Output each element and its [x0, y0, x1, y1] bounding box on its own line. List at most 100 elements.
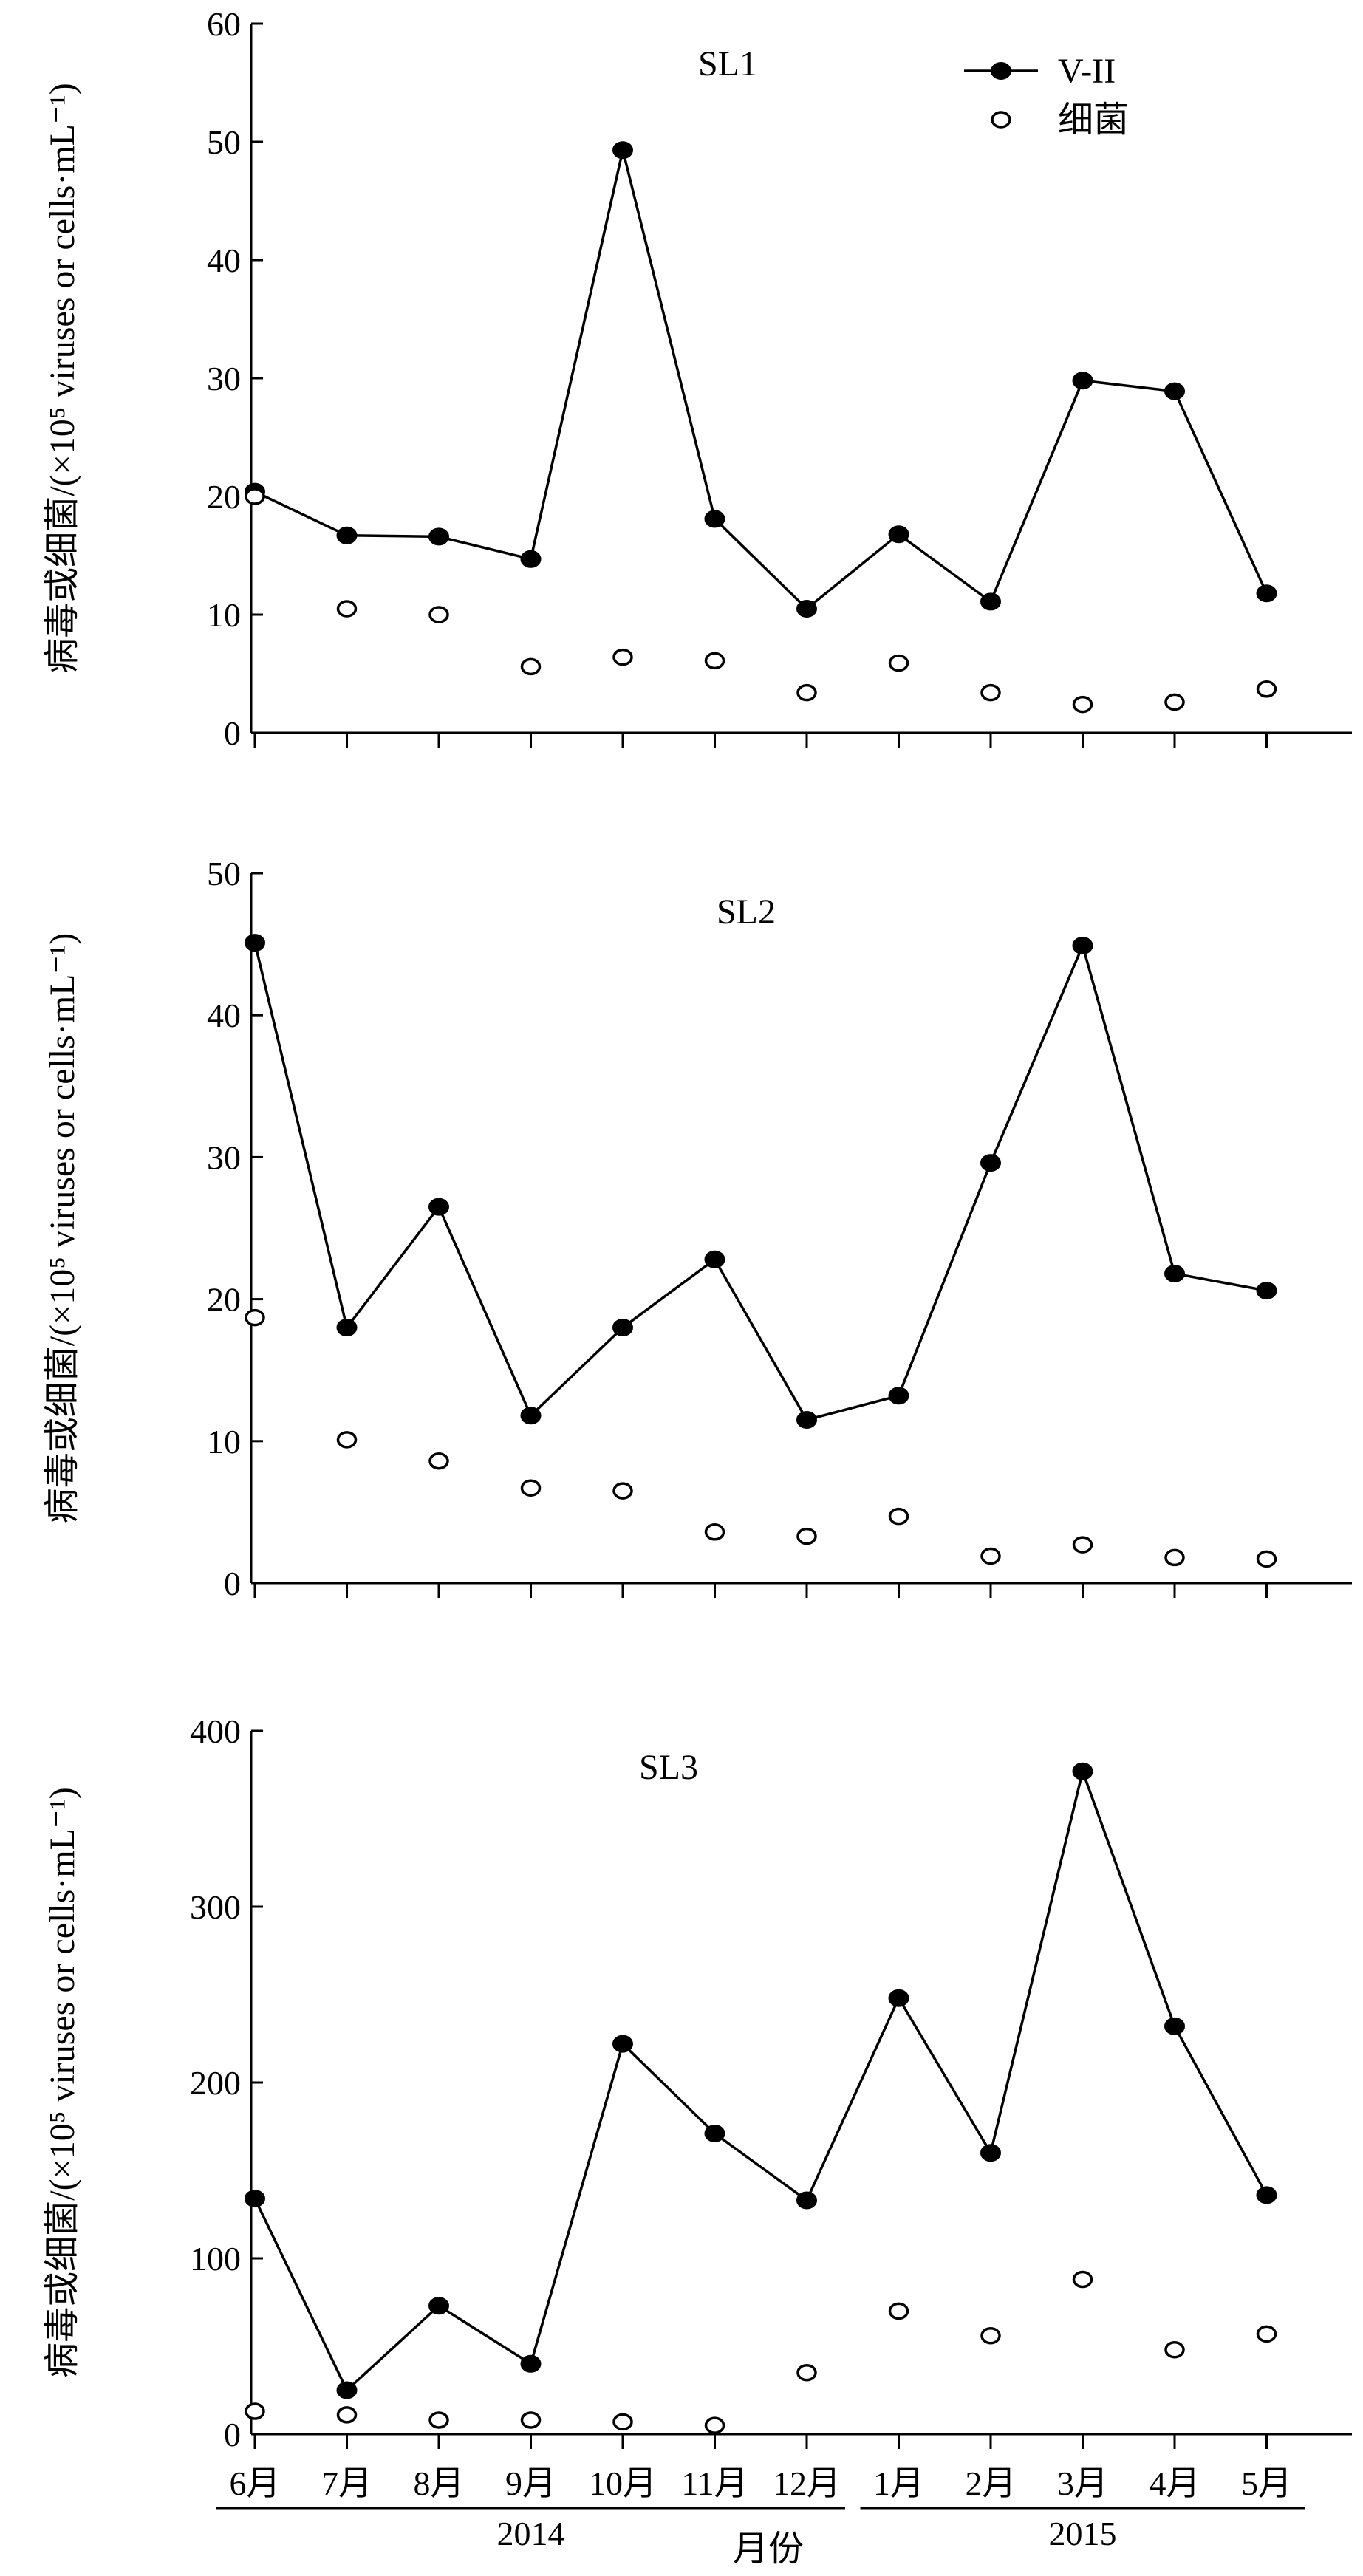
- data-point-bacteria: [1072, 2270, 1093, 2289]
- data-point-v-ii: [336, 526, 358, 544]
- data-point-bacteria: [704, 2416, 725, 2434]
- y-tick-label: 0: [224, 2416, 241, 2453]
- data-point-bacteria: [980, 1547, 1001, 1565]
- x-tick-label: 6月: [230, 2464, 281, 2502]
- data-point-bacteria: [1256, 2325, 1277, 2343]
- x-axis-label: 月份: [733, 2529, 804, 2569]
- y-tick-label: 0: [224, 714, 241, 752]
- y-tick-label: 30: [207, 1138, 241, 1176]
- data-point-bacteria: [520, 2411, 542, 2429]
- data-point-bacteria: [1164, 693, 1185, 711]
- data-point-bacteria: [520, 657, 542, 676]
- data-point-bacteria: [245, 2402, 265, 2420]
- data-point-v-ii: [704, 1250, 725, 1268]
- chart-panel-2: 0 10 20 30 40 50 病毒或细菌/(×10⁵ viruses or cells·…: [43, 855, 1352, 1602]
- data-point-bacteria: [428, 2411, 449, 2429]
- data-point-v-ii: [704, 510, 725, 528]
- data-point-v-ii: [1164, 2017, 1185, 2035]
- data-point-v-ii: [612, 1319, 633, 1337]
- data-point-v-ii: [888, 1989, 909, 2007]
- data-point-v-ii: [1256, 2186, 1277, 2204]
- data-point-v-ii: [336, 2381, 358, 2399]
- x-tick-label: 1月: [873, 2464, 924, 2502]
- series-line-v-ii: [253, 941, 1267, 1422]
- data-point-bacteria: [520, 1479, 542, 1497]
- chart-panel-3: 0 100 200 300 400 病毒或细菌/(×10⁵ viruses or cell…: [43, 1712, 1352, 2569]
- y-tick-label: 50: [207, 123, 241, 161]
- data-point-v-ii: [1164, 1265, 1185, 1283]
- data-point-v-ii: [980, 2144, 1001, 2162]
- y-tick-label: 20: [207, 1281, 241, 1319]
- x-tick-label: 12月: [773, 2464, 841, 2502]
- legend-marker-v-ii: [991, 62, 1011, 80]
- y-tick-label: 40: [207, 997, 241, 1034]
- data-point-v-ii: [1072, 937, 1093, 955]
- data-point-bacteria: [1164, 1548, 1185, 1567]
- x-tick-label: 3月: [1057, 2464, 1108, 2502]
- legend-marker-bacteria: [991, 111, 1011, 129]
- x-tick-label: 11月: [681, 2464, 748, 2502]
- x-tick-label: 4月: [1150, 2464, 1200, 2502]
- data-point-v-ii: [612, 2035, 633, 2053]
- data-point-v-ii: [980, 1154, 1001, 1172]
- data-point-v-ii: [336, 1319, 358, 1337]
- y-tick-label: 40: [207, 242, 241, 279]
- y-tick-label: 20: [207, 478, 241, 516]
- data-point-v-ii: [428, 527, 449, 546]
- data-point-v-ii: [612, 141, 633, 160]
- data-point-bacteria: [1072, 1536, 1093, 1554]
- data-point-bacteria: [336, 1431, 358, 1449]
- panel-title: SL1: [698, 44, 757, 83]
- data-point-v-ii: [1164, 382, 1185, 400]
- y-tick-label: 100: [190, 2240, 241, 2278]
- data-point-bacteria: [428, 606, 449, 623]
- data-point-v-ii: [428, 2297, 449, 2315]
- data-point-v-ii: [888, 1387, 909, 1405]
- y-tick-label: 30: [207, 360, 241, 397]
- y-tick-label: 50: [207, 855, 241, 892]
- data-point-bacteria: [612, 648, 633, 666]
- chart-panel-1: 0 10 20 30 40 50 60 病毒或细菌/(×10⁵ viruses or cell…: [43, 5, 1352, 752]
- series-line-v-ii: [253, 1766, 1268, 2393]
- data-point-v-ii: [520, 550, 542, 568]
- data-point-v-ii: [245, 934, 265, 952]
- data-point-bacteria: [704, 1523, 725, 1541]
- data-point-v-ii: [888, 525, 909, 544]
- data-point-v-ii: [520, 1407, 542, 1425]
- data-point-bacteria: [336, 2406, 358, 2424]
- data-point-bacteria: [888, 2302, 909, 2320]
- data-point-v-ii: [1256, 1282, 1277, 1300]
- data-point-bacteria: [796, 683, 817, 702]
- data-point-bacteria: [612, 2413, 633, 2431]
- data-point-v-ii: [1072, 1762, 1093, 1780]
- data-point-v-ii: [428, 1198, 449, 1216]
- y-axis-label: 病毒或细菌/(×10⁵ viruses or cells·mL⁻¹): [43, 83, 82, 673]
- year-label: 2014: [497, 2515, 565, 2552]
- y-tick-label: 400: [190, 1712, 241, 1750]
- data-point-v-ii: [1072, 372, 1093, 390]
- data-point-bacteria: [796, 1527, 817, 1545]
- y-axis-label: 病毒或细菌/(×10⁵ viruses or cells·mL⁻¹): [43, 933, 82, 1523]
- data-point-v-ii: [796, 600, 817, 618]
- data-point-bacteria: [1256, 1550, 1277, 1568]
- legend: V-II 细菌: [964, 52, 1129, 140]
- data-point-bacteria: [612, 1482, 633, 1500]
- data-point-v-ii: [796, 2191, 817, 2210]
- y-tick-label: 10: [207, 1423, 241, 1460]
- data-point-v-ii: [796, 1410, 817, 1429]
- data-point-bacteria: [428, 1452, 449, 1470]
- data-point-bacteria: [704, 652, 725, 670]
- legend-label-v-ii: V-II: [1058, 52, 1116, 91]
- x-tick-label: 5月: [1241, 2464, 1292, 2502]
- data-point-bacteria: [336, 600, 358, 618]
- data-point-bacteria: [245, 488, 265, 505]
- data-point-bacteria: [796, 2363, 817, 2382]
- y-tick-label: 300: [190, 1888, 241, 1926]
- x-tick-label: 7月: [321, 2464, 372, 2502]
- y-tick-label: 10: [207, 596, 241, 634]
- y-tick-label: 0: [224, 1565, 241, 1602]
- x-tick-label: 2月: [966, 2464, 1017, 2502]
- data-point-v-ii: [1256, 584, 1277, 603]
- data-point-bacteria: [980, 2326, 1001, 2345]
